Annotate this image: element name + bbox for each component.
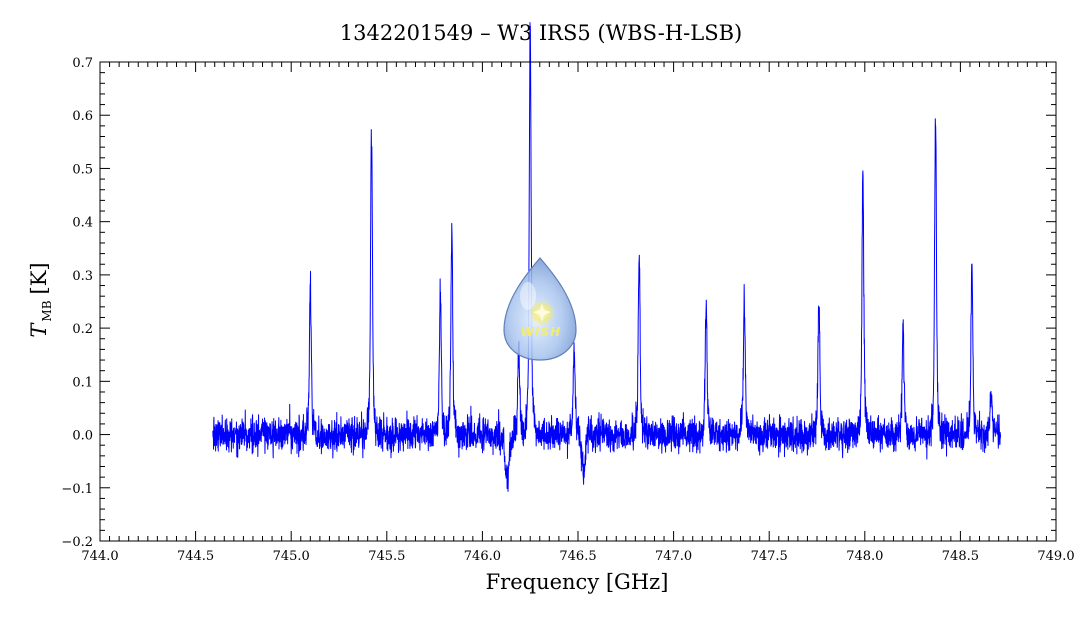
x-axis-label: Frequency [GHz] [486, 570, 669, 594]
y-axis-label: TMB [K] [27, 262, 54, 337]
x-tick-label: 744.5 [177, 549, 214, 564]
tick-labels: 744.0 744.5 745.0 745.5 746.0 746.5 747.0 747.5… [61, 56, 1074, 564]
x-tick-label: 748.0 [846, 549, 883, 564]
y-tick-label: 0.3 [72, 269, 93, 284]
y-tick-label: 0.7 [72, 56, 93, 71]
plot-frame [99, 61, 1057, 542]
axis-ticks [99, 61, 1057, 542]
y-tick-label: 0.5 [72, 162, 93, 177]
y-axis-label-unit: [K] [27, 262, 51, 294]
spectrum-line [212, 22, 1002, 492]
x-tick-label: 746.5 [559, 549, 596, 564]
x-tick-label: 748.5 [942, 549, 979, 564]
wish-logo: WISH [503, 257, 577, 361]
y-tick-label: −0.2 [61, 535, 93, 550]
x-tick-label: 745.5 [368, 549, 405, 564]
y-tick-label: 0.1 [72, 375, 93, 390]
chart-title: 1342201549 – W3 IRS5 (WBS-H-LSB) [340, 21, 742, 45]
x-tick-label: 747.0 [655, 549, 692, 564]
y-axis-label-sub: MB [40, 300, 54, 321]
y-tick-label: −0.1 [61, 482, 93, 497]
svg-text:TMB[K]: TMB [K] [27, 262, 54, 337]
logo-text: WISH [521, 325, 561, 339]
y-tick-label: 0.2 [72, 322, 93, 337]
y-tick-label: 0.0 [72, 429, 93, 444]
y-axis-label-main: T [27, 322, 51, 338]
x-tick-label: 747.5 [751, 549, 788, 564]
y-tick-label: 0.6 [72, 109, 93, 124]
x-tick-label: 745.0 [273, 549, 310, 564]
x-tick-label: 744.0 [81, 549, 118, 564]
y-tick-label: 0.4 [72, 216, 93, 231]
x-tick-label: 749.0 [1037, 549, 1074, 564]
x-tick-label: 746.0 [464, 549, 501, 564]
